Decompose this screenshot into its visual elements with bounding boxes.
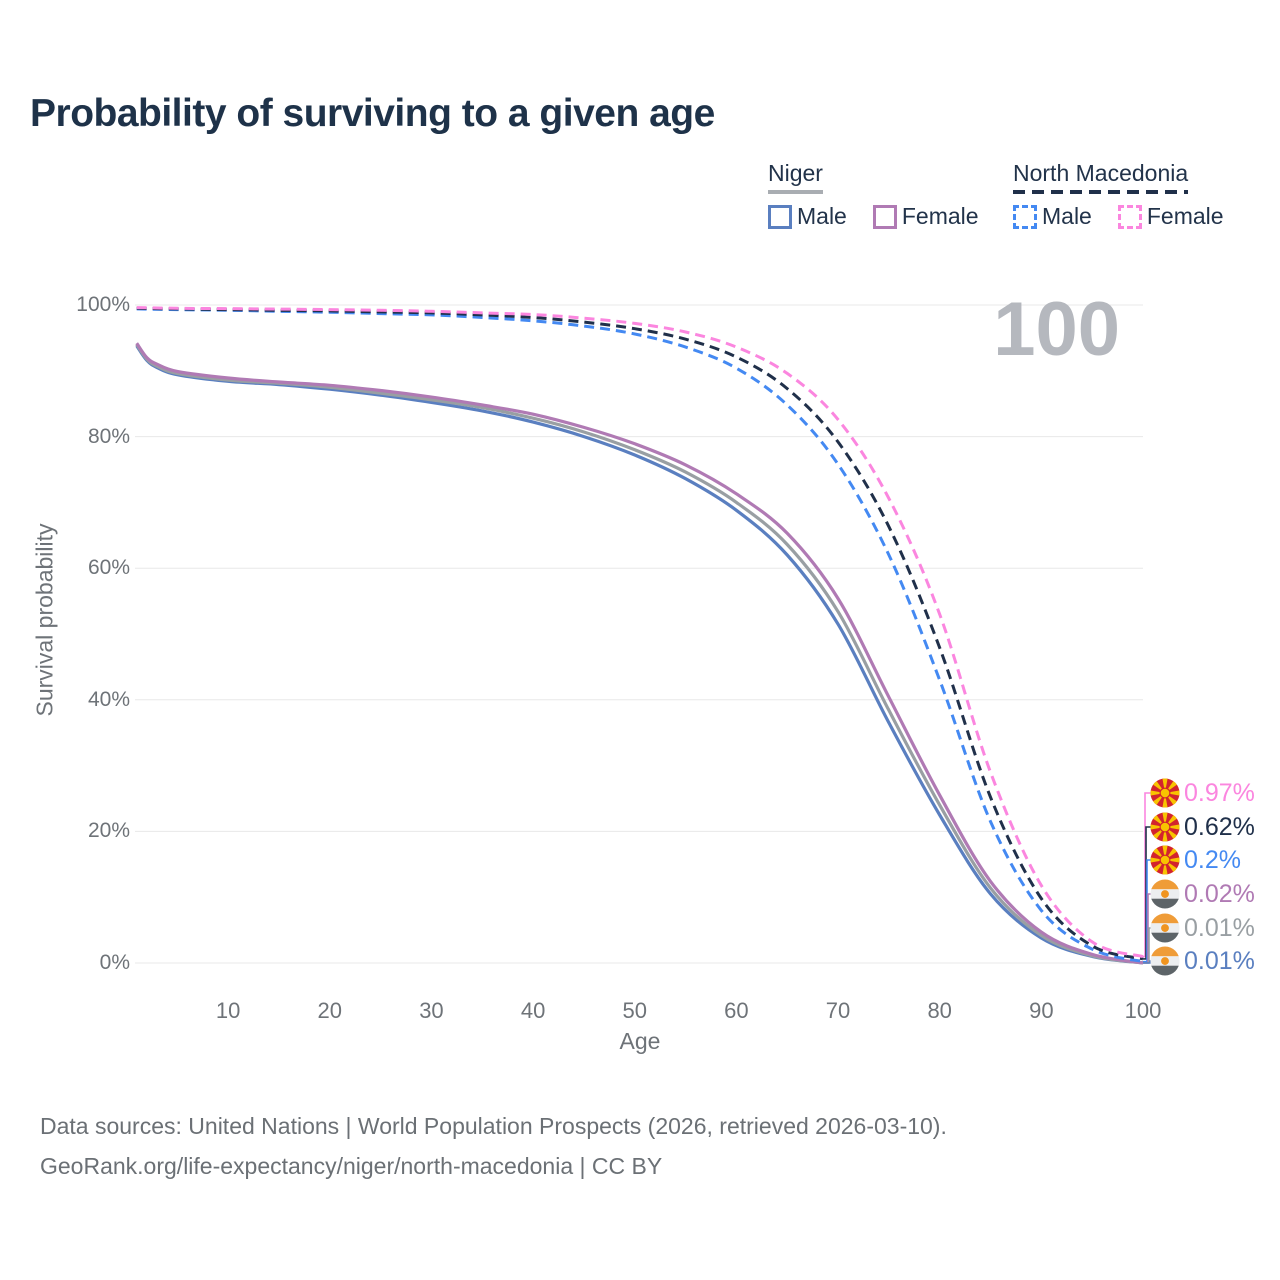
niger-line-style-swatch <box>768 190 823 194</box>
north-macedonia-flag-icon <box>1150 845 1180 875</box>
y-tick-label: 40% <box>87 687 130 711</box>
y-axis-title: Survival probability <box>31 523 58 717</box>
legend-country-niger: Niger <box>768 160 823 186</box>
legend-country-north-macedonia: North Macedonia <box>1013 160 1189 186</box>
legend-item-label: Male <box>1042 203 1092 229</box>
x-tick-label: 60 <box>724 998 749 1023</box>
x-tick-label: 90 <box>1029 998 1054 1023</box>
legend-item-label: Female <box>901 203 979 229</box>
legend-group-niger: Niger Male Female <box>768 160 979 230</box>
x-axis-title: Age <box>619 1028 661 1054</box>
end-label-niger-male: 0.01% <box>1150 946 1255 976</box>
legend-item-north-macedonia-male[interactable]: Male <box>1013 203 1092 230</box>
legend-item-north-macedonia-female[interactable]: Female <box>1117 203 1224 230</box>
niger-flag-icon <box>1150 913 1180 943</box>
legend-item-label: Female <box>1146 203 1224 229</box>
end-label-value: 0.97% <box>1184 778 1255 807</box>
niger-flag-icon <box>1150 879 1180 909</box>
niger-male-swatch-icon <box>768 204 792 229</box>
end-label-nm-both: 0.62% <box>1150 812 1255 842</box>
niger-female-swatch-icon <box>872 204 897 229</box>
y-tick-label: 100% <box>76 293 130 316</box>
x-tick-label: 40 <box>520 998 546 1023</box>
end-label-value: 0.01% <box>1184 913 1255 942</box>
end-label-nm-female: 0.97% <box>1150 778 1255 808</box>
north-macedonia-male-swatch-icon <box>1013 204 1037 229</box>
footer-attribution: GeoRank.org/life-expectancy/niger/north-… <box>40 1153 663 1179</box>
y-tick-label: 0% <box>99 951 130 974</box>
y-tick-label: 60% <box>87 556 130 580</box>
legend-item-niger-male[interactable]: Male <box>768 203 847 230</box>
page-title: Probability of surviving to a given age <box>30 92 715 135</box>
north-macedonia-female-swatch-icon <box>1117 204 1142 229</box>
x-tick-label: 20 <box>317 998 343 1023</box>
end-label-value: 0.01% <box>1184 946 1255 975</box>
legend-item-label: Male <box>797 203 847 229</box>
y-tick-label: 20% <box>87 819 130 843</box>
niger-flag-icon <box>1150 946 1180 976</box>
x-tick-label: 100 <box>1124 998 1162 1023</box>
x-tick-label: 70 <box>825 998 851 1023</box>
end-label-value: 0.02% <box>1184 879 1255 908</box>
end-label-nm-male: 0.2% <box>1150 845 1241 875</box>
footer-data-sources: Data sources: United Nations | World Pop… <box>40 1113 947 1139</box>
end-label-niger-female: 0.02% <box>1150 879 1255 909</box>
end-label-value: 0.2% <box>1184 845 1241 874</box>
footer: Data sources: United Nations | World Pop… <box>40 1106 947 1186</box>
north-macedonia-flag-icon <box>1150 812 1180 842</box>
north-macedonia-flag-icon <box>1150 778 1180 808</box>
y-tick-label: 80% <box>87 424 130 448</box>
x-tick-label: 10 <box>215 998 241 1023</box>
legend-item-niger-female[interactable]: Female <box>872 203 979 230</box>
legend-group-north-macedonia: North Macedonia Male Female <box>1013 160 1224 230</box>
x-tick-label: 50 <box>622 998 647 1023</box>
end-label-niger-both: 0.01% <box>1150 913 1255 943</box>
x-tick-label: 80 <box>927 998 952 1023</box>
end-label-value: 0.62% <box>1184 812 1255 841</box>
x-tick-label: 30 <box>419 998 444 1023</box>
hover-age-watermark: 100 <box>993 287 1120 372</box>
north-macedonia-line-style-swatch <box>1013 190 1189 194</box>
